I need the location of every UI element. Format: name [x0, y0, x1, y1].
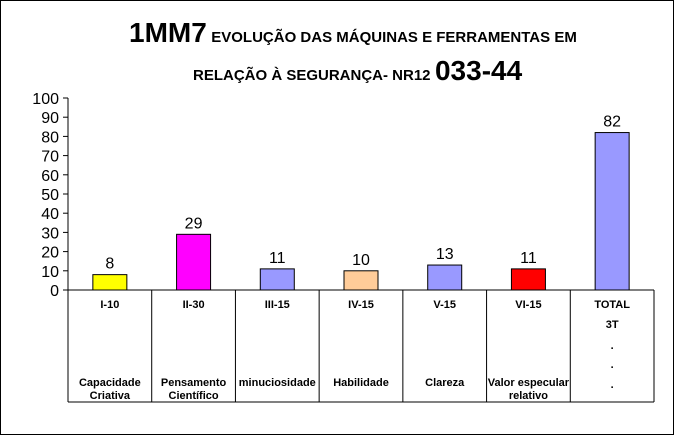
bar	[92, 274, 128, 291]
category-description-label: minuciosidade	[239, 377, 316, 389]
category-description-label: Habilidade	[333, 377, 389, 389]
category-description-label: Valor especular	[488, 377, 570, 389]
y-tick-label: 50	[41, 187, 59, 204]
bar	[259, 268, 295, 291]
bar	[176, 233, 212, 291]
category-code-label: III-15	[265, 299, 290, 311]
bar	[343, 270, 379, 291]
category-description-label: Pensamento	[161, 377, 227, 389]
chart-title-line-2: RELAÇÃO À SEGURANÇA- NR12 033-44	[193, 55, 522, 87]
y-tick-label: 20	[41, 245, 59, 262]
category-description-label: .	[611, 340, 614, 352]
data-label: 11	[269, 250, 286, 267]
title-code: 1MM7	[129, 17, 207, 48]
title-text-1: EVOLUÇÃO DAS MÁQUINAS E FERRAMENTAS EM	[211, 29, 577, 46]
category-description-label: 3T	[606, 319, 619, 331]
category-description-label: .	[611, 359, 614, 371]
y-tick-label: 0	[50, 283, 59, 300]
category-description-label: .	[611, 379, 614, 391]
y-tick-label: 10	[41, 264, 59, 281]
data-label: 11	[520, 250, 537, 267]
bar	[510, 268, 546, 291]
y-tick-label: 30	[41, 225, 59, 242]
category-description-label: Criativa	[90, 390, 131, 402]
bar	[594, 132, 630, 291]
y-tick-label: 70	[41, 149, 59, 166]
data-label: 10	[352, 252, 370, 269]
category-description-label: Científico	[169, 390, 219, 402]
title-text-2: RELAÇÃO À SEGURANÇA- NR12	[193, 67, 431, 84]
data-label: 13	[436, 246, 454, 263]
category-code-label: V-15	[433, 299, 456, 311]
category-code-label: TOTAL	[594, 299, 630, 311]
y-tick-label: 90	[41, 110, 59, 127]
y-tick-label: 100	[32, 91, 59, 108]
category-description-label: Clareza	[425, 377, 465, 389]
category-code-label: II-30	[183, 299, 205, 311]
bar	[427, 264, 463, 291]
y-tick-label: 80	[41, 129, 59, 146]
category-code-label: VI-15	[515, 299, 541, 311]
category-code-label: I-10	[100, 299, 119, 311]
category-description-label: Capacidade	[79, 377, 141, 389]
data-label: 82	[603, 114, 621, 131]
y-tick-label: 40	[41, 206, 59, 223]
title-number: 033-44	[434, 55, 523, 86]
category-code-label: IV-15	[348, 299, 374, 311]
y-tick-label: 60	[41, 168, 59, 185]
chart-title-line-1: 1MM7 EVOLUÇÃO DAS MÁQUINAS E FERRAMENTAS…	[129, 17, 577, 49]
data-label: 8	[105, 256, 114, 273]
data-label: 29	[185, 215, 203, 232]
category-description-label: relativo	[509, 390, 548, 402]
